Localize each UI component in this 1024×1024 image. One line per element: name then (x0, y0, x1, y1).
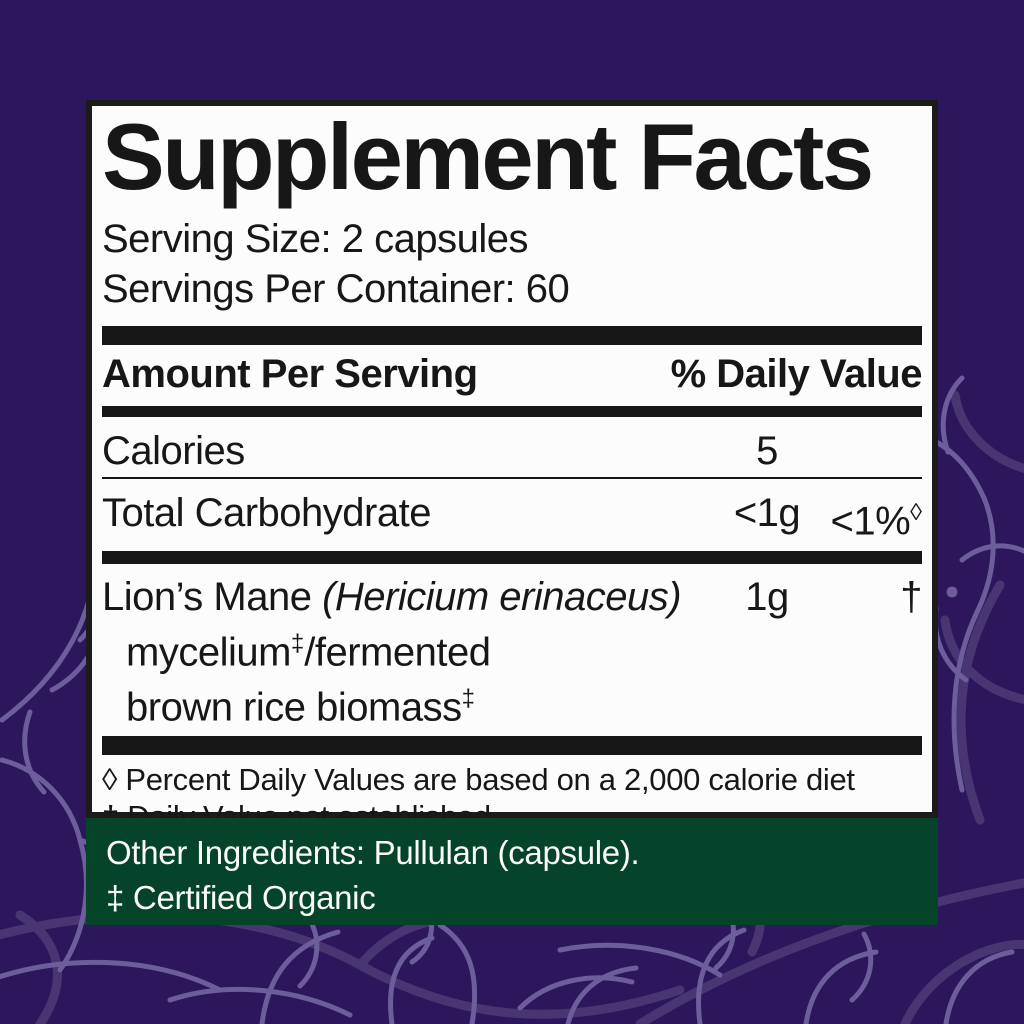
diamond-footnote-mark: ◊ (910, 499, 922, 526)
column-daily-value: % Daily Value (670, 352, 923, 396)
divider-thick-bottom (102, 735, 922, 755)
total-carbohydrate-amount: <1g (733, 491, 801, 535)
lions-mane-line2: mycelium‡/fermented (126, 630, 491, 675)
certified-organic-line: ‡ Certified Organic (106, 879, 376, 916)
panel-title: Supplement Facts (102, 104, 874, 209)
lions-mane-line3: brown rice biomass‡ (126, 684, 475, 729)
row-calories: Calories 5 (102, 417, 922, 477)
row-lions-mane: Lion’s Mane (Hericium erinaceus) myceliu… (102, 564, 923, 736)
divider-below-header (102, 406, 922, 417)
lions-mane-name: Lion’s Mane (102, 575, 323, 620)
lions-mane-dv: † (900, 575, 922, 620)
lions-mane-latin-name: (Hericium erinaceus) (322, 575, 682, 620)
column-amount-per-serving: Amount Per Serving (102, 352, 478, 396)
other-ingredients-line: Other Ingredients: Pullulan (capsule). (106, 834, 640, 871)
lions-mane-label: Lion’s Mane (Hericium erinaceus) myceliu… (102, 573, 722, 730)
calories-value: 5 (756, 429, 778, 473)
footnote-daily-value-basis: ◊ Percent Daily Values are based on a 2,… (102, 761, 855, 797)
total-carbohydrate-label: Total Carbohydrate (102, 491, 431, 535)
row-total-carbohydrate: Total Carbohydrate <1g <1%◊ (102, 479, 922, 551)
divider-thin (102, 477, 922, 479)
supplement-facts-panel: Supplement Facts Serving Size: 2 capsule… (86, 100, 938, 834)
double-dagger-mark: ‡ (290, 630, 305, 658)
total-carbohydrate-dv: <1%◊ (830, 499, 922, 544)
columns-header: Amount Per Serving % Daily Value (102, 345, 923, 406)
divider-above-lions-mane (102, 551, 922, 565)
divider-thick-top (102, 326, 922, 345)
servings-per-container: Servings Per Container: 60 (102, 267, 570, 311)
calories-label: Calories (102, 429, 245, 473)
double-dagger-mark: ‡ (461, 684, 475, 712)
serving-size: Serving Size: 2 capsules (102, 217, 529, 261)
lions-mane-amount: 1g (745, 575, 789, 620)
other-ingredients-footer: Other Ingredients: Pullulan (capsule). ‡… (86, 818, 938, 925)
